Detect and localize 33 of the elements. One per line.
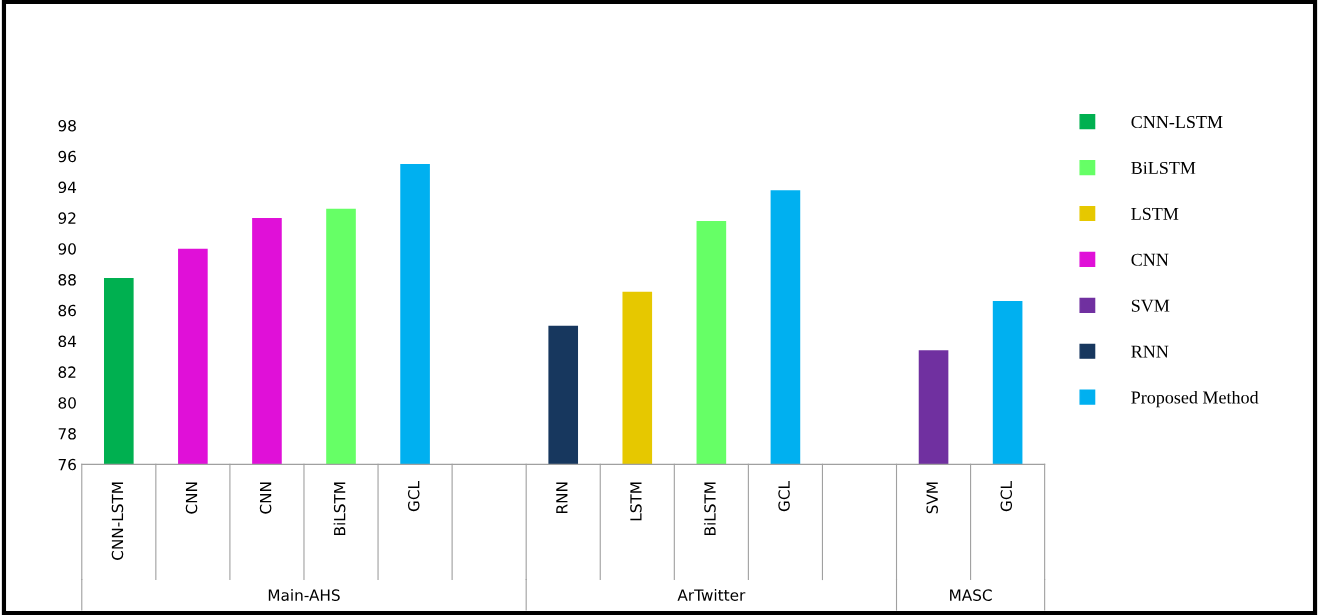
legend-label: BiLSTM [1131, 161, 1196, 175]
x-tick-label: GCL [778, 481, 790, 512]
y-tick-label: 82 [58, 366, 76, 378]
legend-label: CNN-LSTM [1131, 115, 1223, 129]
y-tick-label: 76 [58, 458, 76, 471]
x-tick-label: GCL [1000, 481, 1013, 512]
y-tick-label: 80 [58, 397, 76, 409]
y-tick-label: 98 [58, 119, 76, 132]
y-tick-label: 78 [58, 427, 76, 440]
x-tick-label: CNN-LSTM [111, 482, 124, 560]
legend-label: CNN [1131, 253, 1169, 266]
legend-label: RNN [1131, 345, 1169, 358]
x-tick-label: BiLSTM [703, 482, 716, 535]
y-tick-label: 92 [58, 212, 76, 224]
x-tick-label: RNN [556, 482, 568, 513]
y-tick-label: 96 [58, 150, 76, 163]
text: MASC [950, 589, 992, 601]
x-tick-label: CNN [259, 482, 272, 514]
legend-label: LSTM [1131, 207, 1179, 220]
text: Main-AHS [268, 589, 340, 601]
x-tick-label: CNN [185, 482, 198, 514]
x-tick-label: LSTM [630, 482, 642, 521]
text: ArTwitter [677, 589, 746, 601]
legend-label: SVM [1131, 299, 1170, 312]
y-tick-label: 84 [58, 335, 77, 348]
x-tick-label: BiLSTM [333, 482, 346, 535]
y-tick-label: 90 [58, 243, 76, 255]
y-tick-label: 94 [58, 181, 77, 194]
x-tick-label: GCL [407, 481, 420, 512]
y-tick-label: 88 [58, 273, 76, 286]
y-tick-label: 86 [58, 304, 76, 317]
x-tick-label: SVM [926, 482, 938, 514]
legend-label: Proposed Method [1131, 390, 1259, 408]
